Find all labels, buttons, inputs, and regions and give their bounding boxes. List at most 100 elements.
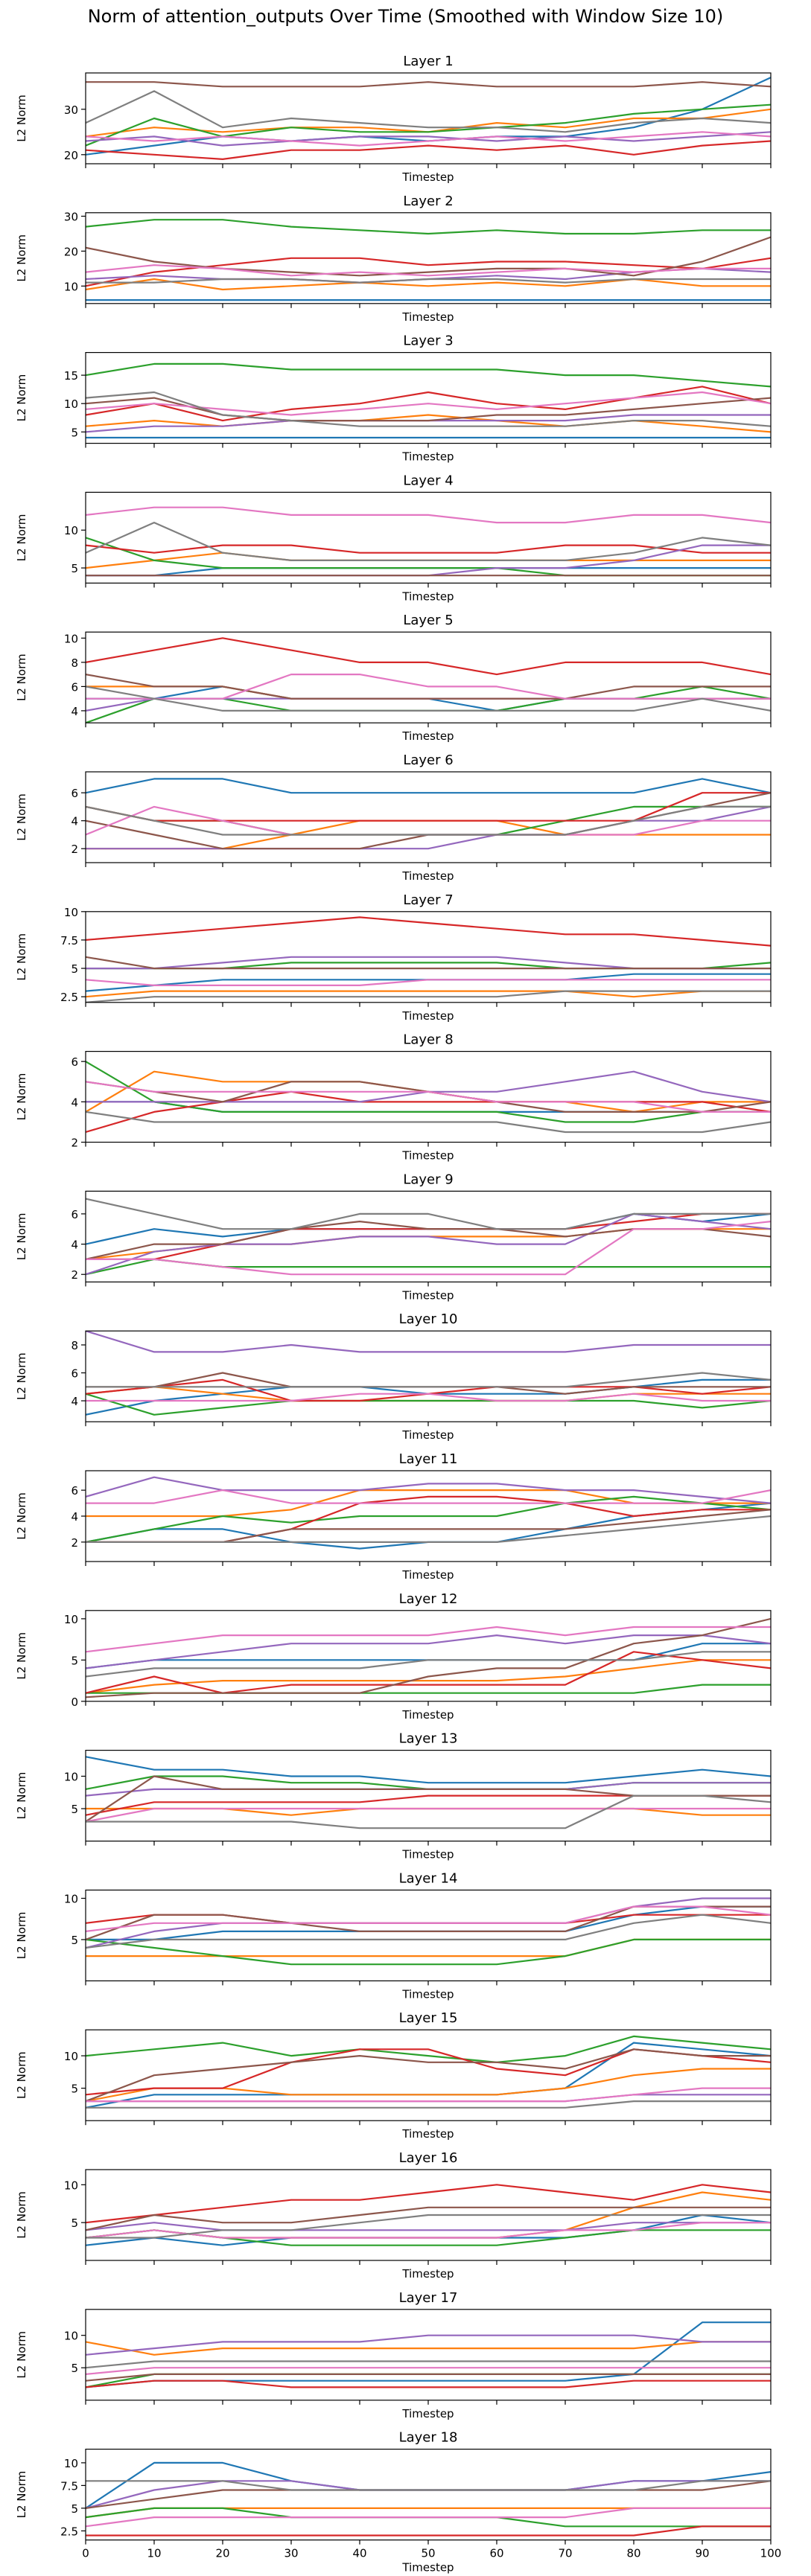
series-line <box>86 278 771 291</box>
y-tick-label: 20 <box>64 245 78 258</box>
series-line <box>86 805 771 836</box>
x-axis-label: Timestep <box>401 2561 454 2575</box>
y-tick-label: 20 <box>64 149 78 162</box>
series-line <box>86 278 771 284</box>
series-line <box>86 1756 771 1784</box>
series-group <box>86 2321 771 2388</box>
x-axis-label: Timestep <box>401 1428 454 1442</box>
series-group <box>86 916 771 1003</box>
y-tick-label: 2.5 <box>60 2525 78 2538</box>
series-line <box>86 397 771 422</box>
series-group <box>86 1756 771 1829</box>
panel-title: Layer 4 <box>403 473 453 488</box>
y-tick-label: 6 <box>71 1367 78 1381</box>
y-axis-label: L2 Norm <box>15 1352 28 1400</box>
chart-panel: Layer 12 0 5 10 Timestep L2 Norm <box>15 1591 772 1722</box>
x-axis-label: Timestep <box>401 869 454 883</box>
series-line <box>86 2222 771 2231</box>
y-tick-label: 10 <box>64 2457 78 2470</box>
y-axis-label: L2 Norm <box>15 1073 28 1121</box>
y-axis-label: L2 Norm <box>15 514 28 562</box>
y-tick-label: 5 <box>71 2502 78 2516</box>
chart-panel: Layer 4 5 10 Timestep L2 Norm <box>15 473 772 603</box>
y-tick-label: 10 <box>64 1613 78 1626</box>
series-line <box>86 1515 771 1543</box>
y-tick-label: 10 <box>64 2050 78 2063</box>
y-tick-label: 4 <box>71 1096 78 1109</box>
series-line <box>86 1905 771 1932</box>
x-tick-label: 60 <box>489 2547 503 2560</box>
y-tick-label: 7.5 <box>60 934 78 947</box>
series-line <box>86 140 771 160</box>
series-line <box>86 1651 771 1694</box>
y-tick-label: 10 <box>64 1892 78 1905</box>
y-tick-label: 2 <box>71 1137 78 1150</box>
panel-title: Layer 14 <box>399 1870 458 1886</box>
y-tick-label: 10 <box>64 280 78 293</box>
series-line <box>86 1061 771 1123</box>
series-line <box>86 979 771 986</box>
series-line <box>86 916 771 947</box>
y-axis-label: L2 Norm <box>15 2471 28 2519</box>
x-axis-label: Timestep <box>401 450 454 464</box>
series-line <box>86 1626 771 1653</box>
y-tick-label: 5 <box>71 426 78 439</box>
x-axis-label: Timestep <box>401 1149 454 1163</box>
panel-title: Layer 9 <box>403 1172 453 1187</box>
y-tick-label: 7.5 <box>60 2479 78 2493</box>
x-tick-label: 0 <box>82 2547 89 2560</box>
series-line <box>86 674 771 700</box>
chart-panel: Layer 13 5 10 Timestep L2 Norm <box>15 1731 772 1861</box>
series-line <box>86 1807 771 1823</box>
y-axis-label: L2 Norm <box>15 2051 28 2099</box>
series-line <box>86 792 771 822</box>
x-axis-label: Timestep <box>401 729 454 743</box>
y-tick-label: 10 <box>64 524 78 537</box>
chart-panel: Layer 8 2 4 6 Timestep L2 Norm <box>15 1032 772 1163</box>
x-tick-label: 70 <box>558 2547 572 2560</box>
series-line <box>86 1938 771 1966</box>
x-axis-label: Timestep <box>401 310 454 324</box>
series-line <box>86 1198 771 1230</box>
series-line <box>86 1212 771 1276</box>
series-group <box>86 506 771 577</box>
series-line <box>86 1634 771 1669</box>
series-line <box>86 1393 771 1402</box>
y-tick-label: 8 <box>71 1339 78 1352</box>
series-line <box>86 1110 771 1134</box>
y-tick-label: 2 <box>71 1268 78 1282</box>
series-line <box>86 2206 771 2231</box>
y-tick-label: 6 <box>71 1484 78 1498</box>
panel-title: Layer 2 <box>403 194 453 209</box>
series-group <box>86 1897 771 1966</box>
y-tick-label: 6 <box>71 1208 78 1221</box>
series-line <box>86 805 771 850</box>
x-tick-label: 30 <box>284 2547 298 2560</box>
x-axis-label: Timestep <box>401 2267 454 2281</box>
x-axis-label: Timestep <box>401 1987 454 2001</box>
series-line <box>86 2035 771 2063</box>
y-tick-label: 5 <box>71 2362 78 2375</box>
y-tick-label: 30 <box>64 210 78 223</box>
y-tick-label: 4 <box>71 815 78 828</box>
chart-panel: Layer 2 10 20 30 Timestep L2 Norm <box>15 194 772 324</box>
series-line <box>86 81 771 88</box>
series-line <box>86 90 771 133</box>
series-line <box>86 778 771 794</box>
x-tick-label: 10 <box>147 2547 161 2560</box>
y-axis-label: L2 Norm <box>15 374 28 422</box>
series-group <box>86 1617 771 1698</box>
series-line <box>86 2373 771 2382</box>
series-line <box>86 2184 771 2224</box>
series-line <box>86 2525 771 2537</box>
series-line <box>86 1617 771 1698</box>
chart-panel: Layer 7 2.5 5 7.5 10 Timestep L2 Norm <box>15 892 772 1023</box>
x-tick-label: 50 <box>421 2547 435 2560</box>
series-group <box>86 219 771 301</box>
x-tick-label: 80 <box>626 2547 640 2560</box>
y-tick-label: 6 <box>71 680 78 694</box>
panel-title: Layer 17 <box>399 2290 458 2306</box>
y-tick-label: 4 <box>71 705 78 718</box>
series-line <box>86 2480 771 2491</box>
y-tick-label: 5 <box>71 2217 78 2230</box>
